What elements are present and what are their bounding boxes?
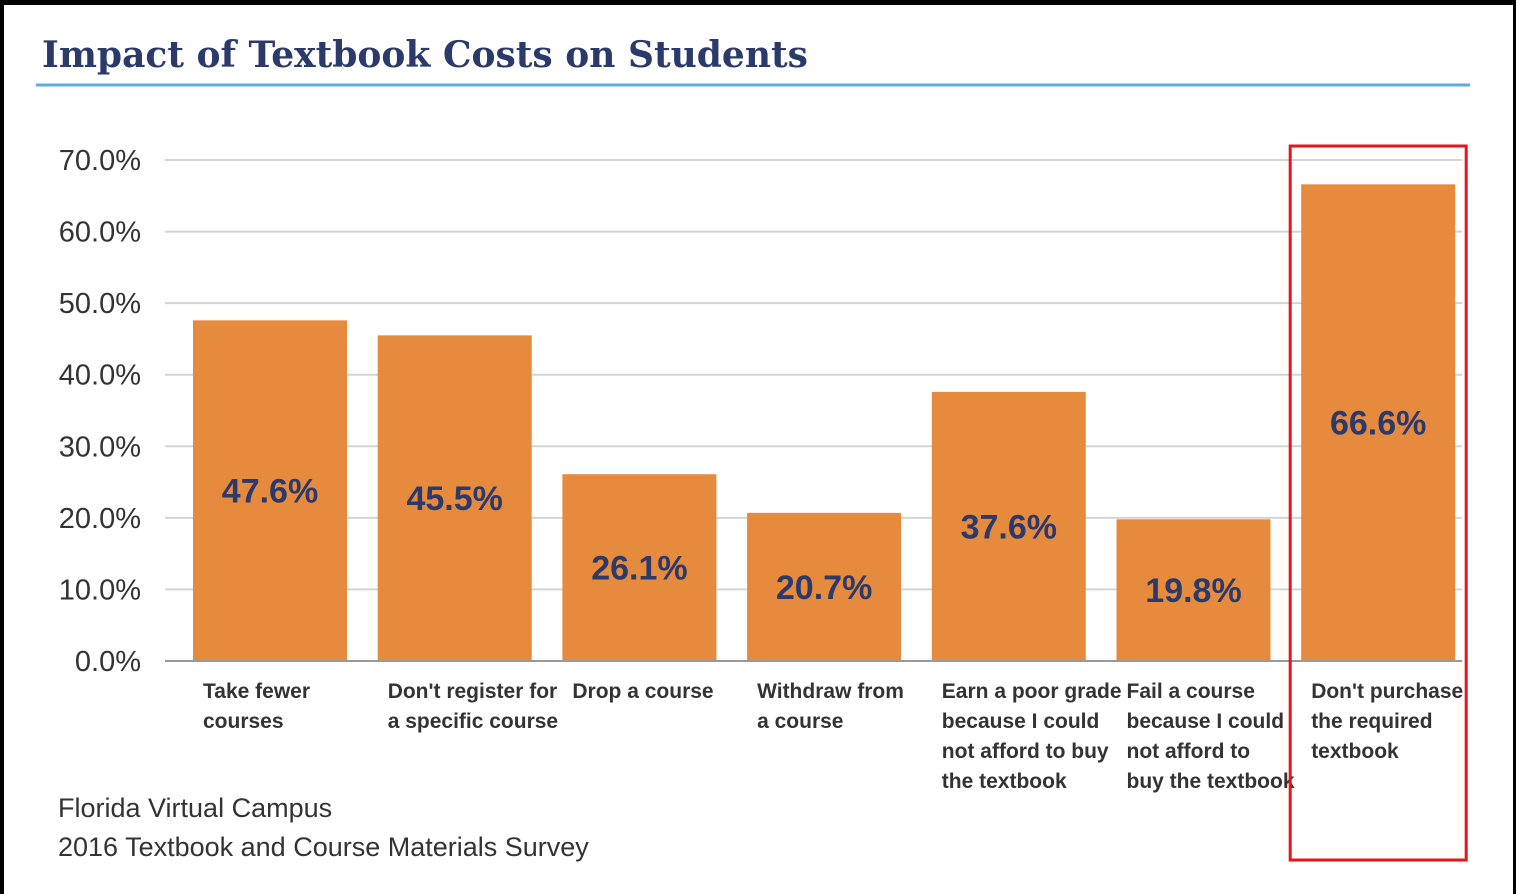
category-label-line: courses (203, 710, 284, 733)
category-label: Fail a course because I could not afford t… (1127, 680, 1295, 793)
y-tick-label: 40.0% (59, 360, 141, 392)
source-line-1: Florida Virtual Campus (58, 793, 332, 823)
category-label-line: a course (757, 710, 843, 733)
value-label: 20.7% (776, 569, 872, 607)
y-tick-label: 70.0% (59, 145, 141, 177)
y-tick-label: 0.0% (75, 646, 141, 678)
category-label: Take fewer courses (203, 680, 310, 733)
value-label: 66.6% (1330, 405, 1426, 443)
category-label-line: Don't register for (388, 680, 558, 703)
category-label-line: not afford to buy (942, 740, 1109, 763)
bar (193, 320, 347, 661)
source-note: Florida Virtual Campus 2016 Textbook and… (58, 793, 589, 862)
category-label: Don't register for a specific course (388, 680, 558, 733)
category-label-line: because I could (942, 710, 1100, 733)
value-label: 45.5% (406, 480, 502, 518)
category-label-line: Drop a course (572, 680, 713, 703)
value-label: 26.1% (591, 550, 687, 588)
category-label-line: Take fewer (203, 680, 310, 703)
category-label-line: textbook (1311, 740, 1399, 763)
y-tick-label: 30.0% (59, 431, 141, 463)
category-label-line: a specific course (388, 710, 558, 733)
category-label-line: Withdraw from (757, 680, 904, 703)
bar (747, 512, 902, 661)
y-tick-label: 60.0% (59, 217, 141, 249)
category-label-line: because I could (1127, 710, 1285, 733)
y-axis-ticks: 0.0% 10.0% 20.0% 30.0% 40.0% 50.0% 60.0% 70.0% (59, 145, 141, 678)
value-label: 37.6% (961, 508, 1057, 546)
category-labels: Take fewer courses Don't register for a spe… (203, 680, 1463, 793)
y-tick-label: 20.0% (59, 503, 141, 535)
y-tick-label: 50.0% (59, 288, 141, 320)
category-label: Earn a poor grade because I could not affo… (942, 680, 1122, 793)
bar (931, 391, 1086, 661)
bar (562, 474, 717, 661)
value-label: 19.8% (1145, 572, 1241, 610)
source-line-2: 2016 Textbook and Course Materials Surve… (58, 832, 589, 862)
category-label-line: Fail a course (1127, 680, 1255, 703)
value-labels: 47.6% 45.5% 26.1% 20.7% 37.6% 19.8% 66.6% (222, 405, 1427, 610)
category-label-line: the textbook (942, 770, 1067, 793)
y-tick-label: 10.0% (59, 574, 141, 606)
category-label: Withdraw from a course (757, 680, 904, 733)
value-label: 47.6% (222, 473, 318, 511)
category-label-line: not afford to (1127, 740, 1251, 763)
category-label-line: Don't purchase (1311, 680, 1463, 703)
chart-title: Impact of Textbook Costs on Students (42, 34, 808, 76)
category-label: Don't purchase the required textbook (1311, 680, 1463, 763)
category-label: Drop a course (572, 680, 713, 703)
bar (377, 335, 532, 661)
category-label-line: Earn a poor grade (942, 680, 1122, 703)
bar (1116, 519, 1271, 661)
bar (1301, 184, 1456, 661)
category-label-line: the required (1311, 710, 1432, 733)
bars (193, 184, 1456, 661)
highlight-box (1288, 144, 1468, 862)
category-label-line: buy the textbook (1127, 770, 1295, 793)
